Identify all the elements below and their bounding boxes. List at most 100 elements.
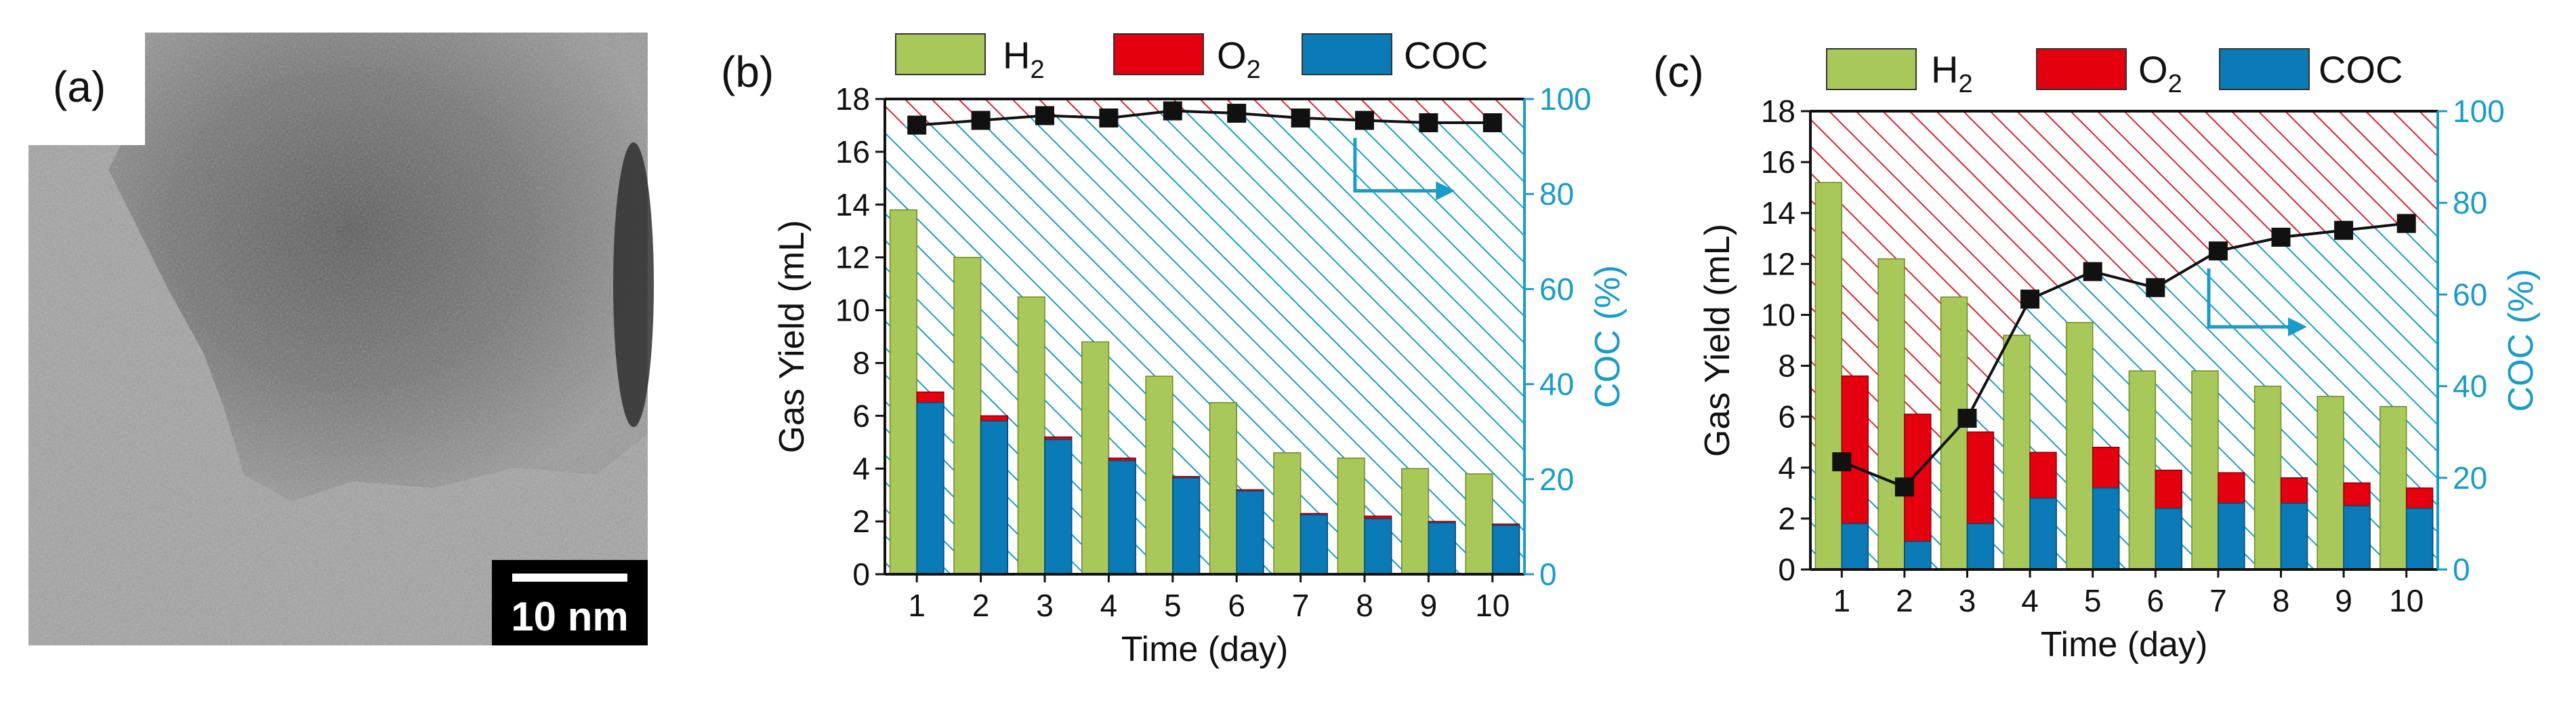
c-ytick-label: 18 <box>1761 94 1795 129</box>
b-ytick-label: 8 <box>852 345 870 380</box>
c-y2tick-label: 100 <box>2453 94 2505 129</box>
legend-coc-swatch <box>2219 48 2310 90</box>
c-indicator-arrowhead <box>2288 317 2308 337</box>
c-xtick-label: 9 <box>2335 583 2352 618</box>
c-xlabel: Time (day) <box>2041 625 2208 664</box>
b-bar-coc <box>1108 460 1136 575</box>
panel-c: (c) H2 O2 COC 02468101214161802040608010… <box>1653 47 2541 664</box>
b-bar-coc <box>1172 477 1201 575</box>
c-coc-marker <box>1832 452 1852 472</box>
c-bar-h2 <box>1877 258 1905 570</box>
legend-h2-label: H2 <box>1003 34 1045 84</box>
b-bar-coc <box>1300 514 1328 575</box>
c-ytick-label: 6 <box>1778 399 1795 435</box>
c-coc-marker <box>2396 214 2416 233</box>
scale-bar <box>512 574 627 582</box>
panel-a-label-box <box>28 33 145 145</box>
b-xtick-label: 1 <box>908 588 926 623</box>
b-ytick-label: 10 <box>835 293 870 328</box>
c-bar-h2 <box>2066 321 2094 570</box>
b-bar-coc <box>1492 525 1520 575</box>
c-indicator-arrow <box>2207 268 2294 329</box>
b-xtick-label: 3 <box>1036 588 1054 623</box>
b-ytick-label: 18 <box>835 81 870 117</box>
c-bar-coc <box>2343 505 2371 570</box>
b-xtick-label: 4 <box>1100 588 1118 623</box>
c-bar-coc <box>2405 508 2434 570</box>
c-y2tick-label: 0 <box>2453 552 2470 587</box>
b-bar-h2 <box>1465 473 1493 575</box>
panel-c-label: (c) <box>1653 47 1704 96</box>
b-xtick-label: 10 <box>1475 588 1510 623</box>
b-bar-h2 <box>1337 457 1365 575</box>
b-ytick-label: 0 <box>852 557 870 592</box>
c-y2tick-label: 60 <box>2453 277 2487 312</box>
c-ylabel: Gas Yield (mL) <box>1698 224 1737 457</box>
b-coc-line <box>917 109 1493 127</box>
c-coc-line <box>1841 222 2407 489</box>
b-coc-marker <box>1482 113 1502 133</box>
b-coc-marker <box>907 115 927 135</box>
c-bar-h2 <box>2253 385 2282 570</box>
panel-a-label: (a) <box>53 62 106 111</box>
c-coc-marker <box>1894 477 1914 497</box>
legend-coc-label: COC <box>2319 48 2403 91</box>
b-ytick-label: 16 <box>835 134 870 169</box>
b-bar-coc <box>1428 522 1456 575</box>
b-bar-h2 <box>1081 341 1110 575</box>
b-bar-coc <box>916 402 944 575</box>
legend-coc-swatch <box>1302 33 1392 75</box>
b-ytick-label: 4 <box>852 451 870 486</box>
b-coc-marker <box>1035 106 1054 125</box>
c-ytick-label: 4 <box>1778 450 1795 485</box>
c-y2tick-label: 40 <box>2453 369 2487 404</box>
b-coc-marker <box>1163 101 1182 121</box>
c-xtick-label: 3 <box>1959 583 1976 618</box>
c-y2tick-label: 80 <box>2453 185 2487 220</box>
legend-h2-swatch <box>895 33 986 75</box>
b-coc-marker <box>1291 108 1310 128</box>
c-ytick-label: 2 <box>1778 501 1795 536</box>
c-bar-h2 <box>1814 182 1843 570</box>
legend-h2-swatch <box>1826 48 1917 90</box>
b-indicator-arrow <box>1353 138 1442 193</box>
c-y2tick-label: 20 <box>2453 460 2487 496</box>
b-coc-marker <box>1419 113 1438 133</box>
b-bar-coc <box>1364 518 1392 575</box>
tem-dark-edge <box>613 142 654 427</box>
b-ylabel: Gas Yield (mL) <box>772 220 812 454</box>
legend-coc-label: COC <box>1404 34 1488 77</box>
b-xtick-label: 5 <box>1164 588 1182 623</box>
b-y2tick-label: 80 <box>1539 176 1574 212</box>
b-bar-h2 <box>1209 402 1237 575</box>
b-coc-marker <box>1355 111 1374 130</box>
c-coc-marker <box>2334 220 2354 240</box>
b-xtick-label: 7 <box>1292 588 1310 623</box>
c-ytick-label: 14 <box>1761 195 1795 231</box>
c-xtick-label: 2 <box>1896 583 1913 618</box>
panel-b-legend: H2 O2 COC <box>895 33 1488 84</box>
b-bar-h2 <box>953 256 982 575</box>
b-y2label: COC (%) <box>1588 265 1627 408</box>
legend-o2-swatch <box>1113 33 1204 75</box>
c-bar-h2 <box>2128 370 2157 570</box>
c-xtick-label: 5 <box>2084 583 2102 618</box>
c-coc-marker <box>2271 227 2291 247</box>
c-bar-h2 <box>2317 395 2344 570</box>
c-ytick-label: 0 <box>1778 552 1795 587</box>
panel-b-label: (b) <box>721 47 774 96</box>
b-xtick-label: 6 <box>1228 588 1245 623</box>
c-bar-coc <box>2092 487 2120 570</box>
c-ytick-label: 10 <box>1761 297 1795 332</box>
b-ytick-label: 12 <box>835 240 870 275</box>
legend-o2-label: O2 <box>1217 34 1261 84</box>
b-y2tick-label: 20 <box>1539 462 1574 497</box>
b-ytick-label: 6 <box>852 398 870 433</box>
c-xtick-label: 4 <box>2021 583 2039 618</box>
c-xtick-label: 6 <box>2147 583 2165 618</box>
c-xtick-label: 1 <box>1833 583 1851 618</box>
legend-o2-swatch <box>2036 48 2127 90</box>
